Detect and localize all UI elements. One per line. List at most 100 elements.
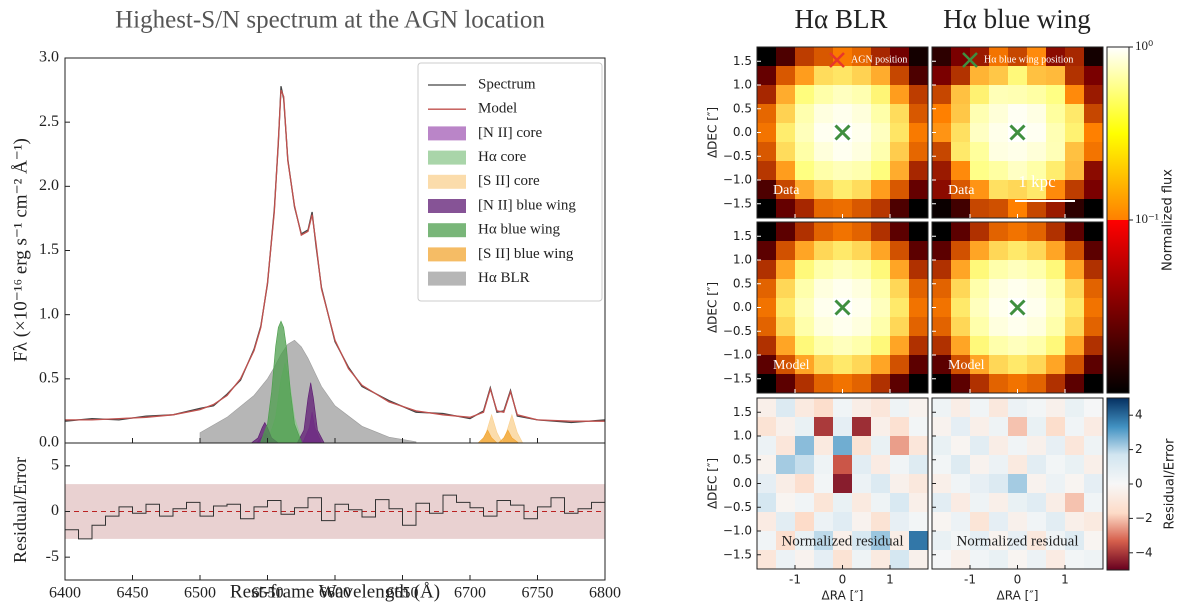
map-pixel — [1065, 493, 1085, 513]
map-pixel — [757, 550, 777, 570]
y-axis-label: ΔDEC [″] — [706, 107, 720, 158]
map-pixel — [814, 336, 834, 356]
y-tick-label: 0.0 — [733, 300, 752, 314]
map-pixel — [814, 142, 834, 162]
map-pixel — [890, 66, 910, 86]
map-pixel — [871, 455, 891, 475]
map-pixel — [852, 142, 872, 162]
map-pixel — [1065, 222, 1085, 242]
map-pixel — [1046, 241, 1066, 261]
map-pixel — [833, 398, 853, 418]
map-pixel — [776, 85, 796, 105]
map-pixel — [970, 550, 990, 570]
map-pixel — [1027, 474, 1047, 494]
residual-y-label: Residual/Error — [10, 457, 30, 563]
y-tick-label: 0.5 — [39, 370, 59, 387]
map-pixel — [909, 474, 929, 494]
position-marker — [834, 299, 851, 316]
map-pixel — [989, 161, 1009, 181]
map-pixel — [1027, 47, 1047, 67]
y-tick-label: 1.0 — [39, 305, 59, 322]
panel-label: Data — [773, 183, 800, 198]
panel-label: Normalized residual — [781, 533, 903, 549]
map-pixel — [970, 241, 990, 261]
map-pixel — [795, 474, 815, 494]
map-pixel — [909, 417, 929, 437]
map-pixel — [852, 417, 872, 437]
map-pixel — [1065, 260, 1085, 280]
map-pixel — [890, 531, 910, 551]
map-pixel — [776, 436, 796, 456]
map-pixel — [871, 417, 891, 437]
map-pixel — [970, 85, 990, 105]
map-pixel — [871, 398, 891, 418]
map-pixel — [890, 47, 910, 67]
map-pixel — [833, 512, 853, 532]
map-pixel — [757, 298, 777, 318]
map-pixel — [970, 374, 990, 394]
map-pixel — [1046, 142, 1066, 162]
map-pixel — [1027, 161, 1047, 181]
panel-label: Data — [948, 183, 975, 198]
map-pixel — [757, 142, 777, 162]
map-pixel — [909, 355, 929, 375]
map-pixel — [871, 123, 891, 143]
map-pixel — [909, 180, 929, 200]
map-pixel — [1027, 66, 1047, 86]
map-pixel — [970, 417, 990, 437]
legend-label: Hα blue wing — [478, 222, 561, 238]
map-pixel — [909, 550, 929, 570]
map-pixel — [1008, 417, 1028, 437]
map-pixel — [932, 474, 952, 494]
map-pixel — [757, 512, 777, 532]
map-pixel — [1008, 355, 1028, 375]
legend-patch — [428, 150, 466, 165]
map-pixel — [795, 531, 815, 551]
column-title: Hα blue wing — [943, 4, 1091, 34]
map-pixel — [1065, 374, 1085, 394]
map-pixel — [1046, 398, 1066, 418]
legend-label: [N II] core — [478, 125, 542, 141]
map-pixel — [1065, 180, 1085, 200]
map-pixel — [833, 241, 853, 261]
map-pixel — [1084, 374, 1104, 394]
map-pixel — [890, 123, 910, 143]
chart-title: Highest-S/N spectrum at the AGN location — [115, 7, 545, 34]
map-pixel — [1008, 474, 1028, 494]
map-pixel — [1065, 455, 1085, 475]
map-pixel — [989, 417, 1009, 437]
map-pixel — [951, 417, 971, 437]
marker-key-label: AGN position — [851, 54, 907, 65]
y-tick-label: −0.5 — [723, 324, 752, 338]
colorbar-label: Normalized flux — [1161, 169, 1176, 271]
map-pixel — [757, 180, 777, 200]
map-pixel — [1027, 298, 1047, 318]
map-pixel — [1027, 374, 1047, 394]
map-pixel — [909, 241, 929, 261]
map-pixel — [795, 180, 815, 200]
map-pixel — [1046, 222, 1066, 242]
map-pixel — [795, 355, 815, 375]
map-pixel — [1027, 398, 1047, 418]
map-pixel — [1046, 436, 1066, 456]
panel-label: Normalized residual — [956, 533, 1078, 549]
map-pixel — [757, 222, 777, 242]
map-pixel — [871, 199, 891, 219]
map-pixel — [1008, 47, 1028, 67]
map-pixel — [1084, 417, 1104, 437]
map-pixel — [1046, 531, 1066, 551]
colorbar-residual — [1106, 397, 1130, 571]
map-pixel — [909, 398, 929, 418]
map-pixel — [852, 455, 872, 475]
map-pixel — [932, 512, 952, 532]
map-pixel — [1027, 199, 1047, 219]
map-pixel — [814, 123, 834, 143]
map-pixel — [1084, 355, 1104, 375]
map-pixel — [970, 123, 990, 143]
map-pixel — [757, 279, 777, 299]
map-pixel — [909, 142, 929, 162]
map-pixel — [951, 260, 971, 280]
map-pixel — [989, 531, 1009, 551]
map-pixel — [757, 104, 777, 124]
map-pixel — [852, 66, 872, 86]
